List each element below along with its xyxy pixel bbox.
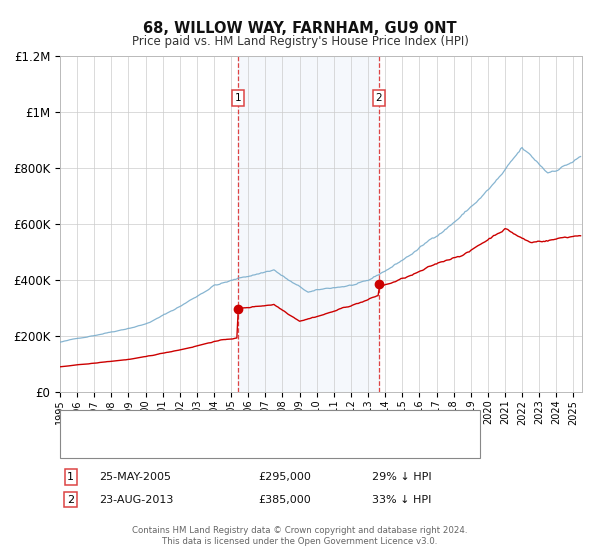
Text: 1: 1	[235, 93, 241, 103]
Text: 29% ↓ HPI: 29% ↓ HPI	[372, 472, 431, 482]
Text: 2: 2	[67, 494, 74, 505]
Text: 33% ↓ HPI: 33% ↓ HPI	[372, 494, 431, 505]
Text: 1: 1	[67, 472, 74, 482]
Text: 25-MAY-2005: 25-MAY-2005	[99, 472, 171, 482]
Text: This data is licensed under the Open Government Licence v3.0.: This data is licensed under the Open Gov…	[163, 538, 437, 547]
Text: —: —	[75, 415, 90, 430]
Text: 68, WILLOW WAY, FARNHAM, GU9 0NT: 68, WILLOW WAY, FARNHAM, GU9 0NT	[143, 21, 457, 36]
Text: —: —	[75, 439, 90, 454]
Text: Price paid vs. HM Land Registry's House Price Index (HPI): Price paid vs. HM Land Registry's House …	[131, 35, 469, 48]
Text: £295,000: £295,000	[258, 472, 311, 482]
Bar	[238, 56, 379, 392]
Text: 2: 2	[376, 93, 382, 103]
Text: 23-AUG-2013: 23-AUG-2013	[99, 494, 173, 505]
Text: Contains HM Land Registry data © Crown copyright and database right 2024.: Contains HM Land Registry data © Crown c…	[132, 526, 468, 535]
Text: HPI: Average price, detached house, Waverley: HPI: Average price, detached house, Wave…	[99, 441, 340, 451]
Text: £385,000: £385,000	[258, 494, 311, 505]
Text: 68, WILLOW WAY, FARNHAM, GU9 0NT (detached house): 68, WILLOW WAY, FARNHAM, GU9 0NT (detach…	[99, 417, 392, 427]
